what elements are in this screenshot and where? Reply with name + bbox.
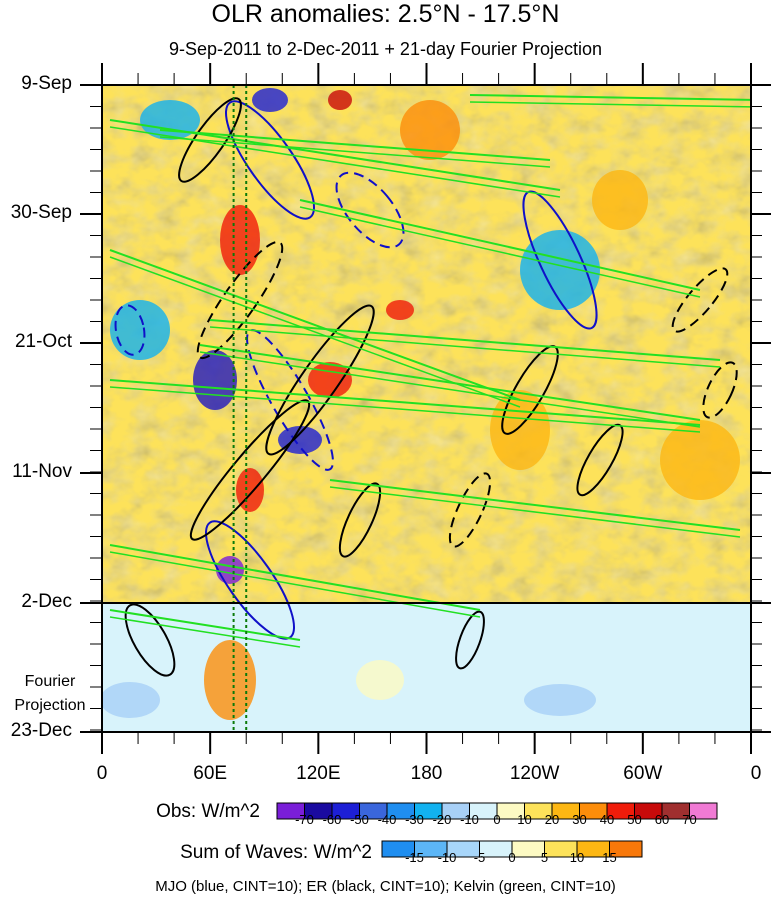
er-contour xyxy=(124,603,176,677)
kelvin-contour xyxy=(109,379,701,426)
colorbar-swatch xyxy=(689,802,718,820)
kelvin-contour xyxy=(299,199,701,291)
y-tick-label: 30-Sep xyxy=(10,202,72,223)
y-tick-label: 11-Nov xyxy=(12,461,72,482)
colorbar-level-label: -70 xyxy=(295,812,314,827)
colorbar-level-label: 10 xyxy=(517,812,532,827)
x-tick-label: 0 xyxy=(96,763,108,784)
colorbar-level-label: 30 xyxy=(572,812,587,827)
colorbar-level-label: -40 xyxy=(377,812,397,827)
colorbar-level-label: -20 xyxy=(432,812,452,827)
anomaly-patch xyxy=(660,420,740,500)
obs-colorbar-title: Obs: W/m^2 xyxy=(156,801,260,822)
kelvin-contour xyxy=(109,616,301,648)
kelvin-contour xyxy=(199,351,701,428)
y-tick-label: 23-Dec xyxy=(10,720,72,741)
x-tick-label: 0 xyxy=(750,763,762,784)
er-contour xyxy=(671,267,729,333)
mjo-contour xyxy=(246,329,334,471)
colorbar-level-label: -30 xyxy=(405,812,424,827)
er-contour xyxy=(702,361,738,419)
kelvin-contour xyxy=(159,129,551,161)
colorbar-level-label: 40 xyxy=(599,812,615,827)
kelvin-contour xyxy=(109,249,521,401)
x-tick-label: 60E xyxy=(193,763,228,784)
colorbar-level-label: -10 xyxy=(437,850,457,865)
anomaly-patch xyxy=(216,556,244,584)
colorbar-level-label: 60 xyxy=(654,812,670,827)
colorbar-level-label: -60 xyxy=(322,812,342,827)
kelvin-contour xyxy=(109,386,701,433)
kelvin-contour xyxy=(329,486,741,538)
colorbar-level-label: 0 xyxy=(493,812,501,827)
projection-field-base xyxy=(102,603,751,732)
x-tick-label: 60W xyxy=(623,763,663,784)
kelvin-contour xyxy=(209,319,721,361)
kelvin-contour xyxy=(329,479,741,531)
mjo-contour xyxy=(335,171,405,249)
anomaly-patch xyxy=(400,100,460,160)
kelvin-contour xyxy=(159,136,551,168)
er-contour xyxy=(189,399,311,541)
y-tick-label: 21-Oct xyxy=(14,331,72,352)
anomaly-patch xyxy=(308,362,352,398)
er-contour xyxy=(338,482,382,558)
colorbar-level-label: -5 xyxy=(473,850,486,865)
colorbar-swatch xyxy=(609,840,643,858)
kelvin-contour xyxy=(199,344,701,421)
wave-legend-footer: MJO (blue, CINT=10); ER (black, CINT=10)… xyxy=(155,878,616,895)
waves-colorbar xyxy=(381,840,643,858)
anomaly-patch xyxy=(204,640,256,720)
anomaly-patch xyxy=(110,300,170,360)
colorbar-level-label: -15 xyxy=(405,850,424,865)
anomaly-patch xyxy=(328,90,352,110)
anomaly-patch xyxy=(140,100,200,140)
colorbar-level-label: 15 xyxy=(602,850,617,865)
kelvin-contour xyxy=(469,101,751,108)
y-tick-label: 2-Dec xyxy=(21,591,72,612)
anomaly-patch xyxy=(386,300,414,320)
kelvin-contour xyxy=(209,326,721,368)
anomaly-patch xyxy=(520,230,600,310)
x-tick-label: 120W xyxy=(509,763,560,784)
colorbar-level-label: 10 xyxy=(569,850,585,865)
mjo-contour xyxy=(114,304,146,356)
anomaly-patch xyxy=(193,350,237,410)
kelvin-contour xyxy=(469,94,751,101)
mjo-contour xyxy=(204,520,296,640)
colorbar-level-label: -50 xyxy=(350,812,369,827)
fourier-projection-label: Fourier Projection xyxy=(14,673,86,714)
colorbar-level-label: 50 xyxy=(627,812,642,827)
kelvin-contour xyxy=(109,551,481,618)
anomaly-patch xyxy=(102,682,160,718)
kelvin-contour xyxy=(299,206,701,298)
anomaly-patch xyxy=(592,170,648,230)
er-contour xyxy=(455,610,485,670)
er-contour xyxy=(265,304,375,456)
colorbar-level-label: 5 xyxy=(540,850,549,865)
colorbar-level-label: 20 xyxy=(544,812,560,827)
anomaly-patch xyxy=(278,426,322,454)
anomaly-patch xyxy=(524,684,596,716)
kelvin-contour xyxy=(109,544,481,611)
chart-title: OLR anomalies: 2.5°N - 17.5°N xyxy=(211,0,560,28)
x-tick-label: 180 xyxy=(410,763,443,784)
anomaly-patch xyxy=(490,390,550,470)
anomaly-patch xyxy=(220,205,260,275)
colorbar-level-label: 70 xyxy=(682,812,697,827)
waves-colorbar-title: Sum of Waves: W/m^2 xyxy=(180,842,372,863)
anomaly-patch xyxy=(252,88,288,112)
y-tick-label: 9-Sep xyxy=(21,73,72,94)
colorbar-level-label: 0 xyxy=(508,850,516,865)
obs-colorbar xyxy=(276,802,718,820)
er-contour xyxy=(448,472,492,548)
colorbar-level-label: -10 xyxy=(460,812,479,827)
anomaly-patch xyxy=(356,660,404,700)
chart-subtitle: 9-Sep-2011 to 2-Dec-2011 + 21-day Fourie… xyxy=(168,39,603,59)
kelvin-contour xyxy=(109,609,301,641)
x-tick-label: 120E xyxy=(296,763,341,784)
